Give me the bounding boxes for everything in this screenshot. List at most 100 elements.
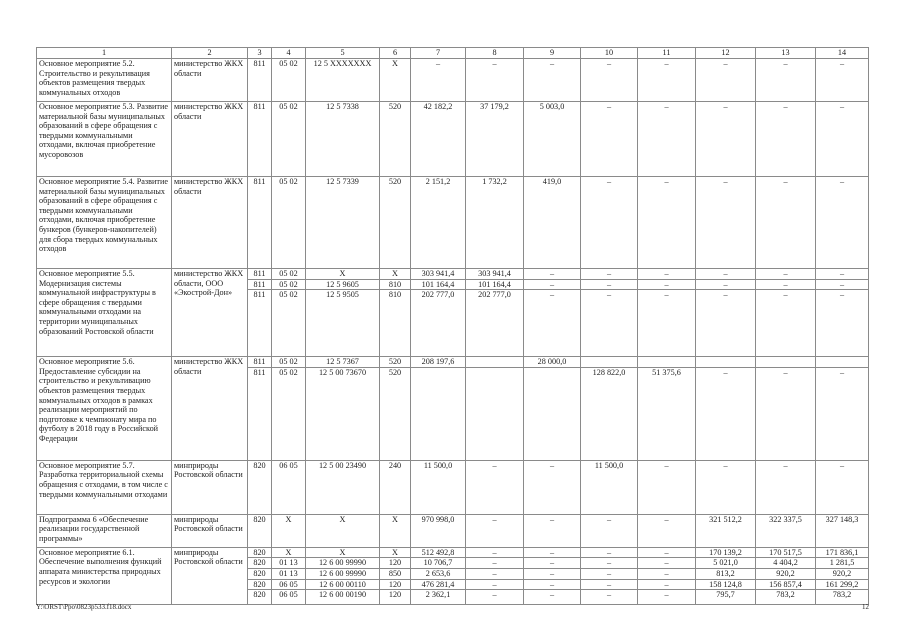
cell-col-11: – [637, 567, 696, 580]
cell-col-8: 202 777,0 [465, 289, 524, 358]
cell-col-8: 37 179,2 [465, 101, 524, 177]
table-row: Основное мероприятие 5.3. Развитие матер… [36, 101, 869, 177]
cell-col-6: 810 [379, 289, 411, 358]
cell-col-9: – [523, 513, 581, 548]
cell-col-5: 12 5 7338 [305, 101, 380, 177]
cell-col-12: – [695, 366, 756, 461]
cell-col-13: 4 404,2 [755, 557, 816, 569]
cell-col-12: – [695, 289, 756, 358]
cell-col-7: 208 197,6 [410, 356, 466, 368]
cell-col-6: 120 [379, 557, 411, 569]
cell-col-4: 01 13 [271, 567, 306, 580]
cell-col-3: 820 [247, 513, 272, 548]
executor: минприроды Ростовской области [171, 459, 248, 515]
executor: министерство ЖКХ области [171, 58, 248, 102]
cell-col-12: 321 512,2 [695, 513, 756, 548]
cell-col-12: 158 124,8 [695, 578, 756, 591]
column-header: 1 [36, 47, 172, 59]
cell-col-8: – [465, 557, 524, 569]
cell-col-7 [410, 366, 466, 461]
cell-col-5: 12 5 9505 [305, 289, 380, 358]
cell-col-11: – [637, 278, 696, 291]
cell-col-7: 970 998,0 [410, 513, 466, 548]
activity-name: Основное мероприятие 6.1. Обеспечение вы… [36, 546, 172, 606]
cell-col-9: 419,0 [523, 176, 581, 269]
cell-col-3: 820 [247, 459, 272, 515]
cell-col-14: – [815, 268, 869, 280]
cell-col-8: – [465, 546, 524, 559]
cell-col-11: – [637, 176, 696, 269]
cell-col-4: 05 02 [271, 268, 306, 280]
cell-col-11: – [637, 101, 696, 177]
cell-col-10 [580, 356, 638, 368]
cell-col-4: 06 05 [271, 589, 306, 606]
cell-col-4: 06 05 [271, 459, 306, 515]
cell-col-14: – [815, 289, 869, 358]
executor: министерство ЖКХ области [171, 101, 248, 177]
cell-col-8: – [465, 589, 524, 606]
cell-col-9: – [523, 289, 581, 358]
cell-col-5: X [305, 513, 380, 548]
cell-col-5: 12 6 00 99990 [305, 567, 380, 580]
column-header: 14 [815, 47, 869, 59]
cell-col-14: – [815, 101, 869, 177]
cell-col-14: 1 281,5 [815, 557, 869, 569]
cell-col-10: – [580, 567, 638, 580]
cell-col-13: – [755, 278, 816, 291]
table-row: Основное мероприятие 5.7. Разработка тер… [36, 459, 869, 515]
cell-col-12: – [695, 58, 756, 102]
cell-col-5: 12 5 9605 [305, 278, 380, 291]
cell-col-6: 520 [379, 366, 411, 461]
cell-col-11 [637, 356, 696, 368]
cell-col-10: – [580, 176, 638, 269]
cell-col-14: 920,2 [815, 567, 869, 580]
cell-col-11: – [637, 589, 696, 606]
cell-col-9: – [523, 578, 581, 591]
executor: министерство ЖКХ области [171, 356, 248, 461]
cell-col-7: 2 151,2 [410, 176, 466, 269]
cell-col-10: – [580, 101, 638, 177]
cell-col-13: – [755, 459, 816, 515]
cell-col-14: – [815, 459, 869, 515]
column-header: 9 [523, 47, 581, 59]
cell-col-4: 05 02 [271, 356, 306, 368]
cell-col-11: – [637, 546, 696, 559]
cell-col-3: 811 [247, 268, 272, 280]
cell-col-3: 820 [247, 578, 272, 591]
cell-col-7: 101 164,4 [410, 278, 466, 291]
cell-col-6: 120 [379, 578, 411, 591]
cell-col-5: 12 6 00 00190 [305, 589, 380, 606]
cell-col-3: 811 [247, 176, 272, 269]
activity-name: Основное мероприятие 5.4. Развитие матер… [36, 176, 172, 269]
file-path: Y:\ORST\Ppo\0823p533.f18.docx [36, 603, 132, 611]
table-row: Подпрограмма 6 «Обеспечение реализации г… [36, 513, 869, 548]
activity-name: Подпрограмма 6 «Обеспечение реализации г… [36, 513, 172, 548]
activity-name: Основное мероприятие 5.3. Развитие матер… [36, 101, 172, 177]
cell-col-13: – [755, 366, 816, 461]
cell-col-6: X [379, 546, 411, 559]
cell-col-11: – [637, 58, 696, 102]
column-header: 5 [305, 47, 380, 59]
cell-col-5: X [305, 546, 380, 559]
cell-col-10: 11 500,0 [580, 459, 638, 515]
cell-col-12: 170 139,2 [695, 546, 756, 559]
column-header: 3 [247, 47, 272, 59]
cell-col-9: 28 000,0 [523, 356, 581, 368]
cell-col-10: – [580, 589, 638, 606]
cell-col-12: – [695, 176, 756, 269]
cell-col-14: – [815, 366, 869, 461]
cell-col-3: 820 [247, 567, 272, 580]
cell-col-9: – [523, 546, 581, 559]
activity-name: Основное мероприятие 5.6. Предоставление… [36, 356, 172, 461]
cell-col-7: 202 777,0 [410, 289, 466, 358]
cell-col-9: – [523, 459, 581, 515]
cell-col-9: – [523, 589, 581, 606]
cell-col-13: – [755, 101, 816, 177]
cell-col-11: – [637, 557, 696, 569]
cell-col-5: 12 5 00 73670 [305, 366, 380, 461]
cell-col-8: – [465, 459, 524, 515]
cell-col-14: 783,2 [815, 589, 869, 606]
cell-col-14 [815, 356, 869, 368]
cell-col-6: 850 [379, 567, 411, 580]
cell-col-10: – [580, 513, 638, 548]
